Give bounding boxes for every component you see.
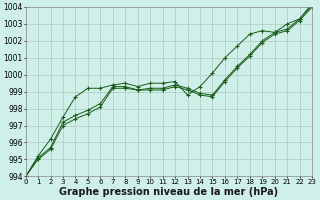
X-axis label: Graphe pression niveau de la mer (hPa): Graphe pression niveau de la mer (hPa) xyxy=(59,187,278,197)
